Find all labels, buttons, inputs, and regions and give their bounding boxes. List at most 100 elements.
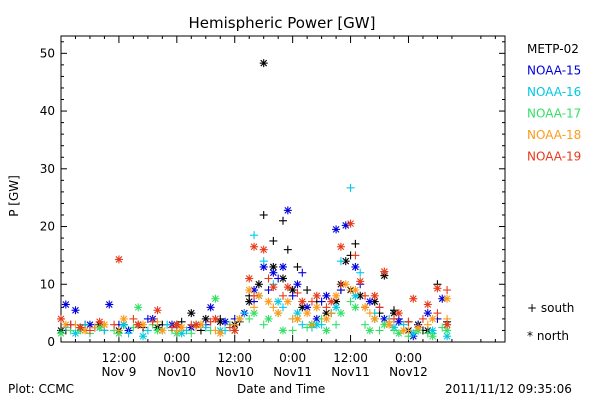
south-point-marker	[163, 320, 172, 329]
south-point-marker	[390, 326, 398, 335]
north-point-marker	[269, 268, 278, 277]
south-point-marker	[351, 251, 360, 260]
south-point-marker	[129, 314, 138, 323]
south-point-marker	[433, 309, 442, 318]
south-point-marker	[259, 257, 268, 266]
north-point-marker	[221, 317, 230, 326]
south-point-marker	[390, 314, 398, 323]
north-point-marker	[356, 277, 365, 286]
south-point-marker	[336, 280, 345, 289]
south-point-marker	[259, 320, 268, 329]
marker-key-entry: + south	[527, 301, 574, 315]
north-point-marker	[380, 320, 389, 329]
south-point-marker	[404, 317, 413, 326]
north-point-marker	[394, 309, 403, 318]
south-point-marker	[187, 320, 196, 329]
north-point-marker	[230, 326, 239, 335]
north-point-marker	[71, 306, 80, 315]
north-point-marker	[57, 329, 65, 338]
south-point-marker	[168, 323, 176, 332]
south-point-marker	[211, 326, 220, 335]
north-point-marker	[250, 242, 259, 251]
north-point-marker	[153, 306, 162, 315]
north-point-marker	[327, 297, 336, 306]
north-point-marker	[283, 297, 292, 306]
north-point-marker	[346, 219, 355, 228]
north-point-marker	[409, 294, 418, 303]
marker-key: + south * north	[527, 301, 574, 343]
south-point-marker	[288, 326, 297, 335]
north-point-marker	[95, 317, 104, 326]
x-tick-label-time: 12:00	[333, 351, 368, 365]
north-point-marker	[322, 314, 331, 323]
south-point-marker	[443, 286, 452, 295]
south-point-marker	[298, 320, 307, 329]
north-point-marker	[139, 332, 148, 341]
north-point-marker	[259, 245, 268, 254]
south-point-marker	[274, 274, 283, 283]
south-point-marker	[124, 329, 133, 338]
north-point-marker	[332, 291, 341, 300]
south-point-marker	[423, 320, 432, 329]
south-point-marker	[240, 309, 249, 318]
north-point-marker	[399, 326, 408, 335]
south-point-marker	[365, 309, 374, 318]
north-point-marker	[332, 303, 341, 312]
north-point-marker	[293, 280, 302, 289]
legend-entry: NOAA-18	[527, 128, 581, 142]
south-point-marker	[361, 320, 370, 329]
north-point-marker	[211, 294, 220, 303]
north-point-marker	[298, 297, 307, 306]
south-point-marker	[269, 236, 278, 245]
north-point-marker	[365, 297, 374, 306]
legend-entry: METP-02	[527, 42, 579, 56]
series-layer	[57, 59, 452, 341]
legend-entry: NOAA-17	[527, 107, 581, 121]
north-point-marker	[76, 323, 85, 332]
north-point-marker	[414, 323, 423, 332]
south-point-marker	[336, 257, 345, 266]
south-point-marker	[375, 303, 384, 312]
north-point-marker	[206, 303, 215, 312]
north-point-marker	[312, 303, 321, 312]
south-point-marker	[187, 329, 196, 338]
south-point-marker	[225, 323, 234, 332]
south-point-marker	[404, 326, 413, 335]
x-tick-label-date: Nov11	[273, 365, 312, 379]
north-point-marker	[303, 309, 312, 318]
legend: METP-02 NOAA-15 NOAA-16 NOAA-17 NOAA-18 NOAA-…	[527, 42, 581, 164]
south-point-marker	[293, 288, 302, 297]
north-point-marker	[423, 300, 432, 309]
south-point-marker	[206, 317, 215, 326]
north-point-marker	[61, 300, 70, 309]
south-point-marker	[303, 323, 312, 332]
north-point-marker	[361, 303, 370, 312]
north-point-marker	[322, 291, 331, 300]
north-point-marker	[264, 297, 273, 306]
north-point-marker	[254, 280, 263, 289]
north-point-marker	[443, 294, 452, 303]
south-point-marker	[66, 320, 75, 329]
south-point-marker	[327, 309, 336, 318]
north-point-marker	[370, 314, 379, 323]
south-point-marker	[288, 314, 297, 323]
south-point-marker	[90, 323, 99, 332]
y-tick-label: 10	[40, 277, 55, 291]
x-tick-label-date: Nov 9	[101, 365, 136, 379]
south-point-marker	[143, 326, 152, 335]
north-point-marker	[336, 242, 345, 251]
north-point-marker	[279, 262, 287, 271]
north-point-marker	[264, 314, 273, 323]
x-tick-label-time: 0:00	[163, 351, 190, 365]
north-point-marker	[443, 320, 452, 329]
north-point-marker	[57, 314, 65, 323]
north-point-marker	[269, 283, 278, 292]
legend-entry: NOAA-19	[527, 150, 581, 164]
x-tick-label-date: Nov11	[331, 365, 370, 379]
x-tick-label-time: 12:00	[217, 351, 252, 365]
south-point-marker	[269, 303, 278, 312]
north-point-marker	[293, 309, 302, 318]
north-point-marker	[423, 309, 432, 318]
north-point-marker	[312, 291, 321, 300]
north-point-marker	[187, 309, 196, 318]
